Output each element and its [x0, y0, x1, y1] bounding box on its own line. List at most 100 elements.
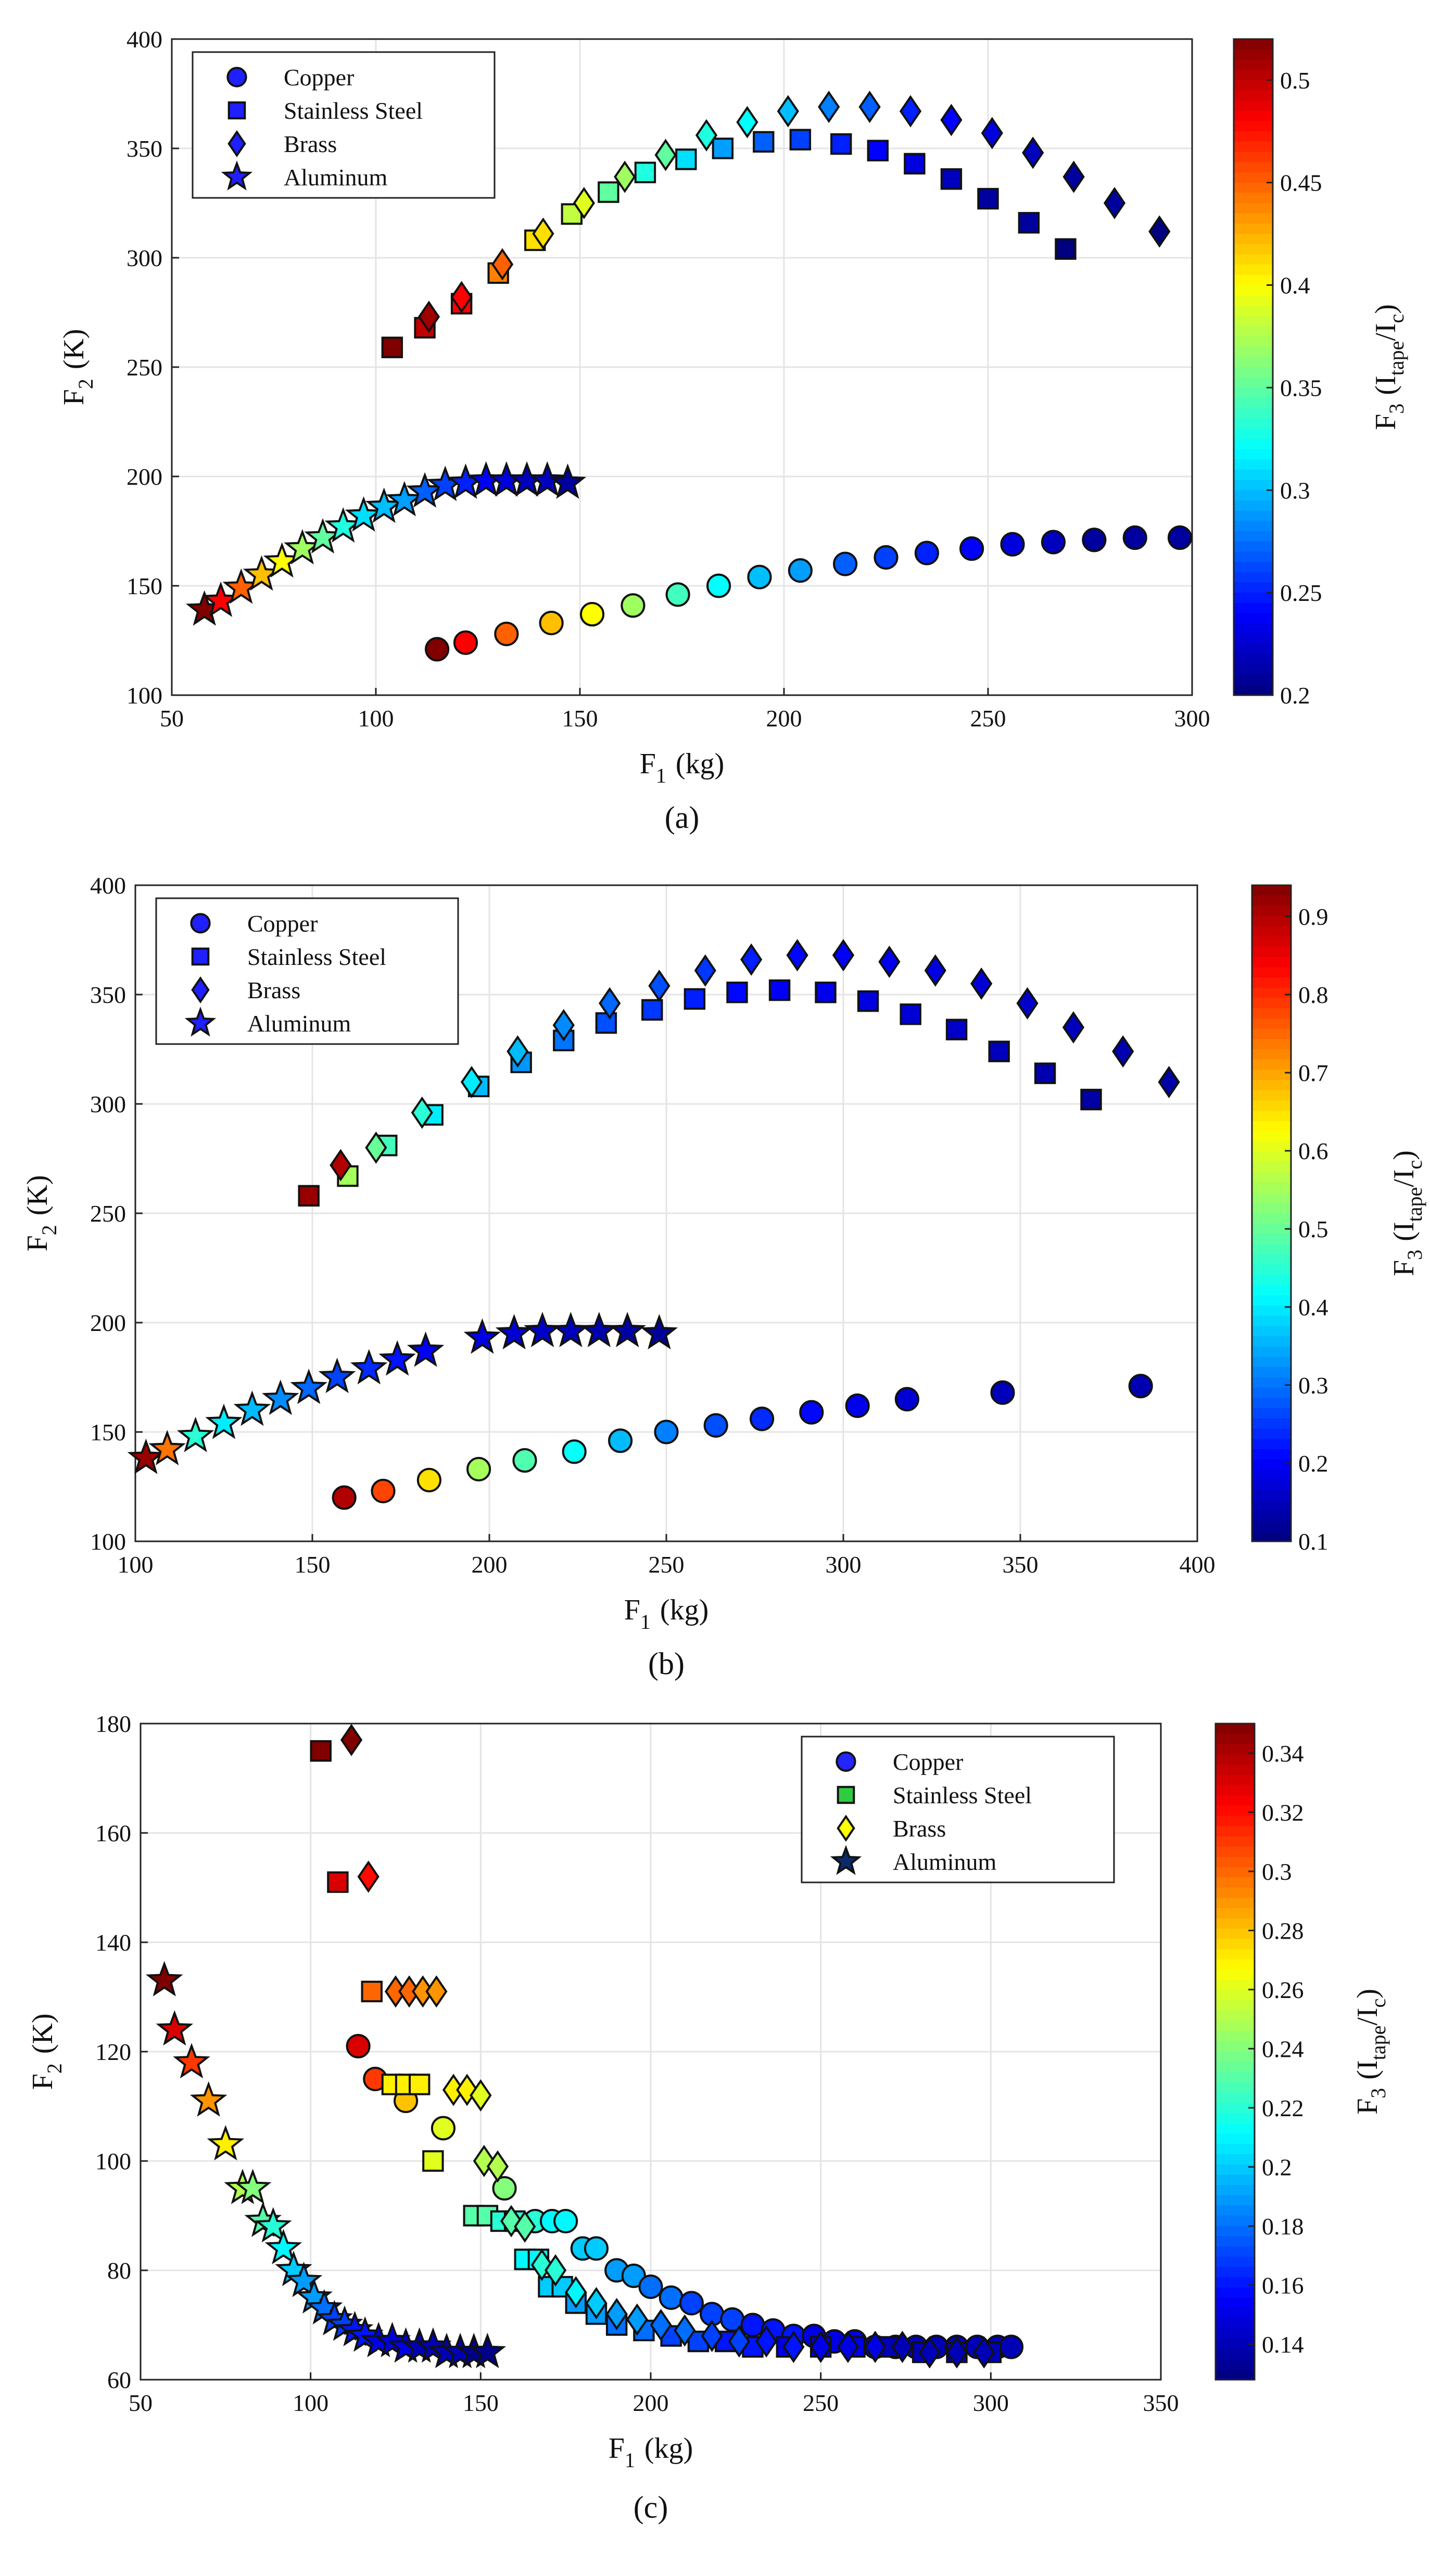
colorbar-segment [1234, 182, 1273, 194]
colorbar-segment [1216, 2246, 1255, 2257]
data-point-square [857, 990, 879, 1012]
colorbar-segment [1252, 1234, 1291, 1245]
y-axis-label-subscript: 2 [74, 379, 97, 389]
series-aluminum [145, 1961, 507, 2368]
colorbar-segment [1252, 1346, 1291, 1358]
x-tick-label: 250 [803, 2390, 839, 2416]
colorbar-segment [1216, 2216, 1255, 2227]
data-point-star [495, 1314, 533, 1350]
colorbar-segment [1234, 203, 1273, 214]
data-point-diamond [425, 1975, 448, 2008]
colorbar-segment [1216, 2092, 1255, 2104]
data-point-square [327, 1871, 349, 1893]
data-point-diamond [585, 2286, 608, 2320]
colorbar-segment [1234, 172, 1273, 183]
x-tick-label: 100 [118, 1551, 154, 1578]
colorbar-segment [1234, 377, 1273, 388]
colorbar-tick-label: 0.34 [1262, 1740, 1304, 1767]
data-point-star [173, 2043, 210, 2079]
colorbar-segment [1252, 1531, 1291, 1542]
y-tick-label: 200 [126, 463, 162, 490]
x-tick-label: 50 [160, 705, 184, 732]
data-point-circle [1128, 1374, 1153, 1399]
colorbar-segment [1234, 418, 1273, 430]
data-point-square [904, 153, 926, 175]
data-point-star [176, 1416, 214, 1452]
colorbar-segment [1216, 1928, 1255, 1940]
y-tick-label: 180 [95, 1711, 131, 1737]
colorbar-segment [1216, 1877, 1255, 1888]
colorbar-segment [1252, 1418, 1291, 1429]
colorbar-segment [1234, 521, 1273, 532]
colorbar-segment [1234, 664, 1273, 675]
colorbar-label-slash: /I [1370, 323, 1402, 341]
colorbar-segment [1216, 2113, 1255, 2124]
colorbar-segment [1234, 244, 1273, 255]
data-point-diamond [473, 2144, 495, 2178]
data-point-square [940, 168, 963, 190]
data-point-square [422, 2150, 444, 2172]
x-axis-label: F1 (kg) [640, 748, 724, 787]
data-point-diamond [945, 2336, 968, 2369]
colorbar-label-tape: tape [1385, 341, 1408, 376]
data-point-star [528, 461, 566, 497]
data-point-star [290, 1368, 327, 1404]
colorbar-segment [1216, 2328, 1255, 2340]
data-point-diamond [460, 1065, 483, 1099]
data-point-diamond [1158, 1065, 1180, 1099]
colorbar-segment [1216, 1888, 1255, 1899]
colorbar-label-subscript: 3 [1403, 1250, 1426, 1260]
colorbar-segment [1252, 977, 1291, 988]
x-tick-label: 350 [1003, 1551, 1039, 1578]
colorbar-segment [1252, 1387, 1291, 1399]
data-point-diamond [809, 2330, 832, 2364]
y-axis-label-main: F [27, 2074, 59, 2090]
colorbar-segment [1252, 1336, 1291, 1347]
series-aluminum [127, 1312, 678, 1474]
data-point-circle [845, 1393, 870, 1418]
colorbar-segment [1216, 1969, 1255, 1981]
colorbar-segment [1252, 1213, 1291, 1224]
colorbar-tick-label: 0.2 [1298, 1450, 1328, 1477]
data-point-circle [638, 2274, 663, 2299]
colorbar-segment [1252, 1459, 1291, 1471]
data-point-star [285, 2261, 323, 2297]
colorbar-segment [1252, 1315, 1291, 1327]
colorbar-tick-label: 0.14 [1262, 2331, 1304, 2358]
colorbar-segment [1234, 223, 1273, 235]
colorbar-segment [1216, 1733, 1255, 1745]
colorbar-frame [1233, 38, 1274, 696]
colorbar-segment [1234, 295, 1273, 306]
colorbar-label-paren: (I [1388, 1222, 1420, 1241]
x-tick-label: 300 [973, 2390, 1009, 2416]
colorbar: 0.1 0.2 0.3 0.4 0.5 0.6 0.7 0.8 0.9 F3 (Itape/Ic) [1251, 884, 1426, 1555]
data-point-circle [332, 1485, 357, 1510]
colorbar-segment [1216, 2277, 1255, 2288]
colorbar-segment [1216, 1990, 1255, 2001]
colorbar-segment [1252, 957, 1291, 968]
colorbar-segment [1216, 1754, 1255, 1765]
colorbar-segment [1234, 254, 1273, 266]
colorbar-tick-label: 0.18 [1262, 2213, 1304, 2240]
legend-marker-square [191, 947, 210, 966]
colorbar-segment [1216, 1816, 1255, 1827]
colorbar-segment [1216, 1908, 1255, 1919]
colorbar-segment [1216, 2062, 1255, 2073]
series-brass [340, 1724, 995, 2369]
data-point-square [641, 999, 663, 1021]
colorbar-label-main: F [1370, 414, 1402, 430]
data-point-diamond [981, 117, 1003, 149]
data-point-diamond [626, 2303, 648, 2336]
legend-marker-star [830, 1845, 862, 1875]
colorbar-segment [1252, 1367, 1291, 1378]
colorbar-segment [1252, 1203, 1291, 1214]
colorbar-label-c: c [1385, 314, 1408, 323]
colorbar-segment [1252, 1469, 1291, 1480]
data-point-diamond [365, 1131, 387, 1164]
colorbar-segment [1234, 357, 1273, 368]
colorbar-segment [1252, 1028, 1291, 1040]
colorbar-segment [1252, 1090, 1291, 1101]
data-point-circle [346, 2033, 371, 2059]
series-brass [417, 91, 1171, 333]
data-point-circle [703, 1413, 728, 1438]
